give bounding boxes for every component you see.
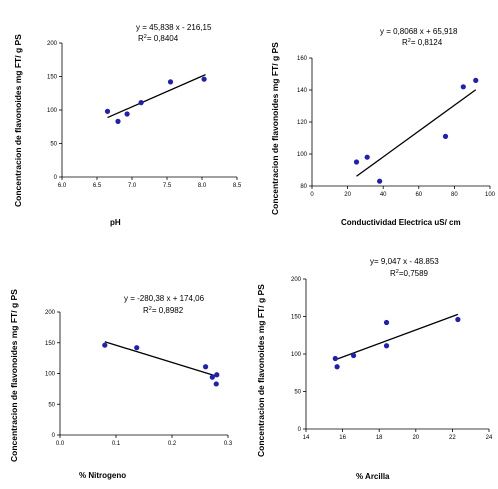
regression-line (335, 313, 459, 361)
y-tick-label: 140 (297, 88, 308, 94)
data-point (353, 159, 360, 165)
y-tick-label: 120 (297, 120, 308, 126)
x-tick-label: 6.5 (93, 183, 102, 189)
y-tick-label: 50 (48, 402, 55, 408)
x-axis-label: % Nitrogeno (79, 471, 126, 480)
data-point (473, 77, 479, 83)
y-tick-label: 80 (300, 184, 307, 190)
r-squared: R2= 0,8404 (138, 34, 179, 43)
data-point (214, 372, 220, 378)
y-tick-label: 100 (45, 372, 56, 378)
x-tick-label: 0.0 (56, 441, 65, 447)
y-tick-label: 150 (291, 315, 302, 321)
data-point (332, 355, 338, 362)
r-squared: R2=0,7589 (390, 269, 429, 278)
x-tick-label: 14 (303, 435, 310, 441)
data-point (104, 108, 111, 114)
regression-line (107, 73, 206, 119)
data-point (377, 178, 383, 184)
y-axis-label: Concentracion de flavonoides mg FT/ g PS (270, 42, 280, 215)
data-point (460, 84, 466, 90)
chart-conductividad: Concentracion de flavonoides mg FT/ g PS… (270, 27, 496, 227)
data-point (115, 118, 121, 124)
y-tick-label: 50 (50, 142, 57, 148)
r-squared: R2= 0,8124 (402, 38, 443, 47)
data-point (350, 352, 357, 359)
data-point (201, 76, 207, 82)
x-tick-label: 16 (339, 435, 346, 441)
y-tick-label: 100 (297, 152, 308, 158)
data-point (209, 374, 215, 380)
y-tick-label: 100 (47, 108, 58, 114)
x-axis-label: % Arcilla (356, 472, 390, 481)
y-tick-label: 150 (47, 75, 58, 81)
y-tick-label: 100 (291, 352, 302, 358)
regression-line (356, 89, 477, 177)
x-tick-label: 6.0 (58, 183, 67, 189)
regression-equation: y = -280,38 x + 174,06 (124, 294, 205, 303)
data-point (203, 364, 209, 370)
data-point (364, 154, 370, 160)
y-tick-label: 150 (45, 341, 56, 347)
data-point (334, 364, 340, 370)
x-axis-label: Conductividad Electrica uS/ cm (341, 218, 461, 227)
y-tick-label: 50 (294, 390, 301, 396)
x-tick-label: 0 (310, 192, 314, 198)
x-tick-label: 20 (344, 192, 351, 198)
x-tick-label: 24 (486, 435, 493, 441)
x-tick-label: 60 (415, 192, 422, 198)
data-point (134, 345, 140, 351)
y-axis-label: Concentracion de flavonoides mg FT/ g PS (9, 289, 19, 462)
x-tick-label: 0.1 (112, 441, 121, 447)
regression-line (104, 341, 217, 377)
y-tick-label: 200 (45, 310, 56, 316)
data-point (442, 133, 449, 139)
regression-equation: y= 9,047 x - 48.853 (370, 257, 439, 266)
y-tick-label: 0 (298, 427, 302, 433)
data-point (383, 319, 390, 326)
y-tick-label: 200 (291, 277, 302, 283)
regression-equation: y = 0,8068 x + 65,918 (380, 27, 458, 36)
chart-nitrogeno: Concentracion de flavonoides mg FT/ g PS… (9, 289, 233, 480)
data-point (167, 79, 174, 85)
y-tick-label: 0 (54, 175, 58, 181)
data-point (138, 100, 144, 106)
x-tick-label: 0.3 (224, 441, 233, 447)
x-tick-label: 7.5 (163, 183, 172, 189)
regression-equation: y = 45,838 x - 216,15 (136, 23, 212, 32)
x-tick-label: 80 (451, 192, 458, 198)
y-axis-label: Concentracion de flavonoides mg FT/ g PS (13, 34, 23, 207)
data-point (383, 343, 390, 349)
x-tick-label: 40 (380, 192, 387, 198)
x-tick-label: 18 (376, 435, 383, 441)
x-tick-label: 0.2 (168, 441, 177, 447)
y-tick-label: 0 (52, 433, 56, 439)
y-axis-label: Concentracion de flavonoides mg FT/ g PS (256, 284, 266, 457)
r-squared: R2= 0,8982 (143, 306, 184, 315)
x-tick-label: 8.5 (233, 183, 242, 189)
x-tick-label: 20 (412, 435, 419, 441)
data-point (102, 342, 108, 348)
chart-ph: Concentracion de flavonoides mg FT/ g PS… (13, 23, 242, 227)
chart-arcilla: Concentracion de flavonoides mg FT/ g PS… (256, 257, 493, 481)
x-tick-label: 8.0 (198, 183, 207, 189)
x-tick-label: 7.0 (128, 183, 137, 189)
x-tick-label: 22 (449, 435, 456, 441)
data-point (213, 381, 219, 387)
x-axis-label: pH (110, 218, 121, 227)
data-point (124, 111, 130, 117)
x-tick-label: 100 (485, 192, 496, 198)
data-point (455, 316, 461, 323)
y-tick-label: 160 (297, 56, 308, 62)
y-tick-label: 200 (47, 41, 58, 47)
